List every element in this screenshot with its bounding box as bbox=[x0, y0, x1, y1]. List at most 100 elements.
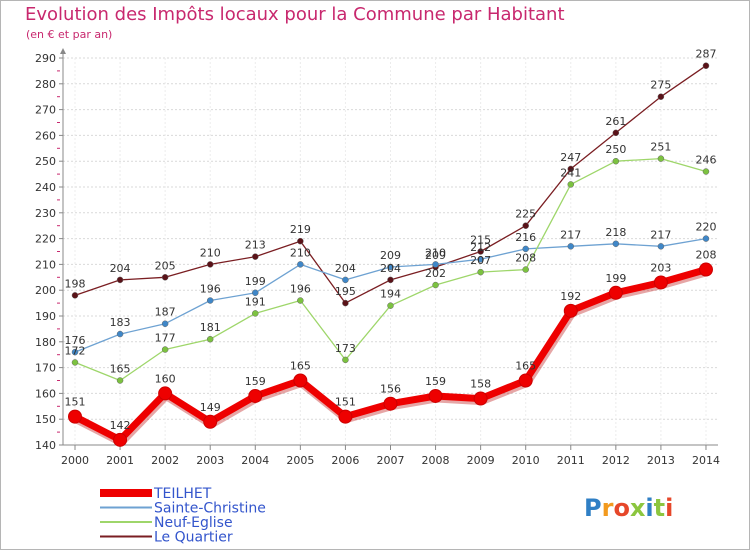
legend-label-teilhet: TEILHET bbox=[153, 486, 212, 502]
point-neuf-eglise bbox=[702, 168, 710, 175]
value-label-sainte-christine: 217 bbox=[650, 228, 671, 241]
value-label-neuf-eglise: 208 bbox=[515, 252, 536, 265]
logo-letter: P bbox=[584, 494, 602, 522]
point-neuf-eglise bbox=[657, 155, 665, 162]
point-sainte-christine bbox=[252, 289, 259, 297]
logo-letter: x bbox=[630, 494, 646, 522]
y-tick-label: 280 bbox=[35, 78, 56, 91]
value-label-neuf-eglise: 246 bbox=[695, 154, 716, 167]
value-label-le-quartier: 205 bbox=[155, 259, 176, 272]
value-label-teilhet: 158 bbox=[470, 378, 491, 391]
grid-lines bbox=[63, 57, 718, 446]
value-label-neuf-eglise: 251 bbox=[650, 141, 671, 154]
value-label-le-quartier: 287 bbox=[695, 48, 716, 61]
value-label-neuf-eglise: 196 bbox=[290, 283, 311, 296]
value-label-neuf-eglise: 177 bbox=[155, 332, 176, 345]
value-label-teilhet: 156 bbox=[380, 383, 401, 396]
value-label-sainte-christine: 220 bbox=[695, 221, 716, 234]
point-le-quartier bbox=[206, 261, 214, 268]
point-teilhet bbox=[428, 388, 443, 403]
x-tick-label: 2010 bbox=[512, 454, 540, 467]
value-label-sainte-christine: 204 bbox=[335, 262, 356, 275]
value-label-neuf-eglise: 165 bbox=[110, 363, 131, 376]
point-teilhet bbox=[113, 432, 128, 447]
value-label-teilhet: 192 bbox=[560, 290, 581, 303]
value-label-neuf-eglise: 181 bbox=[200, 321, 221, 334]
axes: 140 150 160 170 180 190 200 210 220 230 240 250 260 2… bbox=[35, 48, 720, 467]
value-label-sainte-christine: 187 bbox=[155, 306, 176, 319]
point-le-quartier bbox=[702, 62, 710, 69]
value-label-sainte-christine: 196 bbox=[200, 283, 221, 296]
y-tick-label: 190 bbox=[35, 310, 56, 323]
point-teilhet bbox=[203, 414, 218, 429]
point-le-quartier bbox=[297, 237, 304, 245]
value-label-neuf-eglise: 207 bbox=[470, 254, 491, 267]
point-neuf-eglise bbox=[342, 356, 349, 364]
point-neuf-eglise bbox=[477, 268, 484, 276]
point-teilhet bbox=[158, 386, 173, 401]
point-sainte-christine bbox=[567, 243, 575, 250]
point-sainte-christine bbox=[387, 263, 394, 271]
point-sainte-christine bbox=[297, 261, 304, 268]
x-tick-label: 2013 bbox=[647, 454, 675, 467]
value-label-sainte-christine: 212 bbox=[470, 241, 491, 254]
point-neuf-eglise bbox=[116, 377, 124, 384]
y-tick-label: 250 bbox=[35, 155, 56, 168]
value-label-le-quartier: 219 bbox=[290, 223, 311, 236]
value-label-teilhet: 208 bbox=[695, 249, 716, 262]
point-teilhet bbox=[338, 409, 353, 424]
point-le-quartier bbox=[116, 276, 124, 284]
point-teilhet bbox=[608, 285, 623, 300]
value-label-neuf-eglise: 250 bbox=[605, 143, 626, 156]
x-tick-label: 2001 bbox=[106, 454, 134, 467]
point-neuf-eglise bbox=[522, 266, 529, 273]
value-label-neuf-eglise: 202 bbox=[425, 267, 446, 280]
point-le-quartier bbox=[522, 222, 529, 229]
value-label-sainte-christine: 218 bbox=[605, 226, 626, 239]
logo-letter: t bbox=[654, 494, 665, 522]
legend-swatch-teilhet bbox=[100, 489, 152, 497]
value-label-teilhet: 142 bbox=[110, 419, 131, 432]
point-sainte-christine bbox=[71, 348, 79, 356]
point-sainte-christine bbox=[206, 297, 214, 304]
point-teilhet bbox=[473, 391, 488, 406]
point-sainte-christine bbox=[161, 320, 169, 327]
point-neuf-eglise bbox=[612, 157, 620, 165]
point-neuf-eglise bbox=[432, 281, 439, 289]
logo-letter: i bbox=[645, 494, 653, 522]
y-tick-label: 220 bbox=[35, 233, 56, 246]
point-sainte-christine bbox=[342, 276, 349, 284]
point-le-quartier bbox=[477, 248, 484, 255]
point-neuf-eglise bbox=[387, 302, 394, 309]
value-label-teilhet: 151 bbox=[335, 396, 356, 409]
point-teilhet bbox=[653, 275, 668, 290]
logo-letter: r bbox=[602, 494, 614, 522]
y-tick-label: 140 bbox=[35, 439, 56, 452]
x-tick-label: 2014 bbox=[692, 454, 720, 467]
y-tick-label: 150 bbox=[35, 413, 56, 426]
point-le-quartier bbox=[252, 253, 259, 260]
value-label-teilhet: 165 bbox=[290, 360, 311, 373]
logo-wordmark: Proxiti bbox=[584, 494, 673, 522]
point-neuf-eglise bbox=[206, 335, 214, 343]
value-label-le-quartier: 209 bbox=[425, 249, 446, 262]
value-label-sainte-christine: 176 bbox=[65, 334, 86, 347]
point-le-quartier bbox=[161, 274, 169, 281]
value-label-le-quartier: 213 bbox=[245, 239, 266, 252]
proxiti-logo: Proxiti bbox=[584, 494, 673, 522]
x-tick-label: 2003 bbox=[196, 454, 224, 467]
chart-title: Evolution des Impôts locaux pour la Comm… bbox=[25, 4, 565, 25]
x-tick-label: 2011 bbox=[557, 454, 585, 467]
value-label-neuf-eglise: 173 bbox=[335, 342, 356, 355]
point-neuf-eglise bbox=[71, 359, 79, 366]
y-tick-label: 160 bbox=[35, 387, 56, 400]
value-label-teilhet: 151 bbox=[65, 396, 86, 409]
point-le-quartier bbox=[342, 299, 349, 307]
value-label-teilhet: 159 bbox=[425, 375, 446, 388]
value-label-le-quartier: 215 bbox=[470, 234, 491, 247]
x-tick-label: 2002 bbox=[151, 454, 179, 467]
point-sainte-christine bbox=[702, 235, 710, 242]
